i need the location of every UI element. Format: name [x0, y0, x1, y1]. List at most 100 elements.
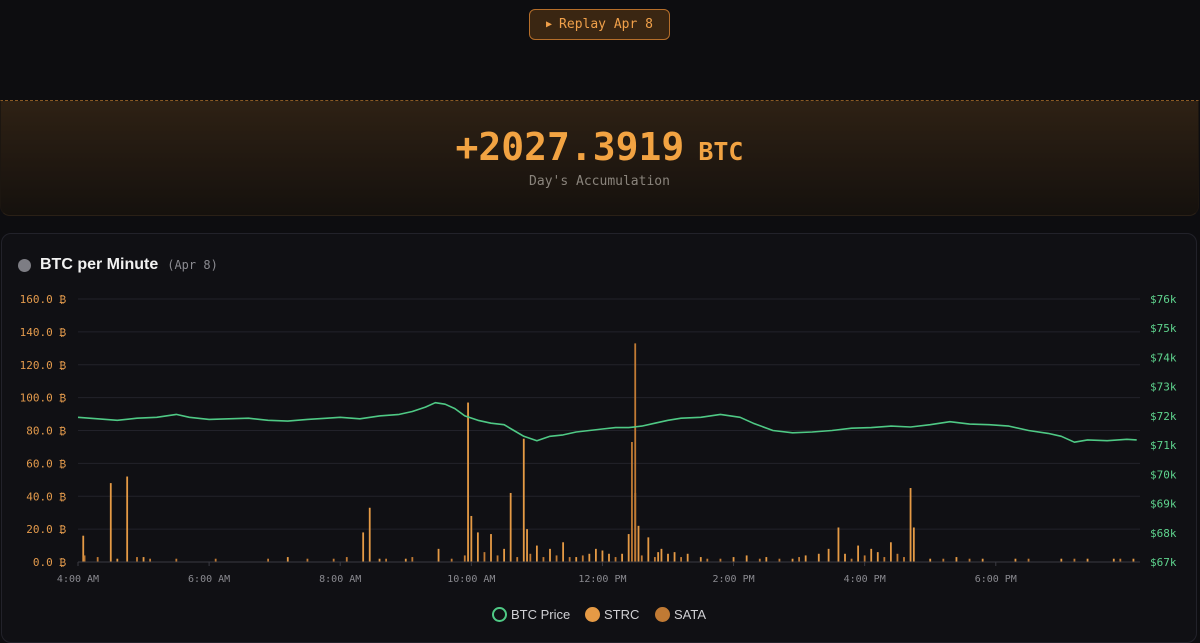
y-left-tick-label: 80.0 ₿	[26, 425, 66, 438]
legend-item-strc[interactable]: STRC	[585, 607, 639, 622]
bar-sata	[267, 558, 270, 562]
legend-swatch-price-icon	[492, 607, 507, 622]
bar-sata	[719, 558, 722, 562]
bar-sata	[306, 558, 309, 562]
chart-header: BTC per Minute (Apr 8)	[18, 256, 218, 274]
bar-sata	[778, 558, 781, 562]
bar-sata	[483, 552, 486, 562]
bar-strc	[378, 558, 381, 562]
bar-strc	[817, 553, 820, 562]
bar-strc	[637, 525, 640, 562]
bar-sata	[896, 553, 899, 562]
x-tick-label: 12:00 PM	[578, 574, 626, 585]
bar-sata	[640, 555, 643, 562]
y-right-tick-label: $72k	[1150, 410, 1177, 423]
bar-sata	[706, 558, 709, 562]
y-right-tick-label: $75k	[1150, 322, 1177, 335]
bar-strc	[876, 552, 879, 562]
bar-strc	[588, 553, 591, 562]
bar-strc	[368, 507, 371, 562]
replay-button[interactable]: ▶ Replay Apr 8	[529, 9, 670, 40]
accumulation-unit: BTC	[698, 137, 744, 166]
bar-strc	[126, 476, 129, 562]
bar-strc	[467, 402, 469, 562]
bar-sata	[653, 557, 656, 562]
bar-sata	[568, 557, 571, 562]
bar-strc	[526, 529, 528, 562]
chart-date: (Apr 8)	[167, 258, 218, 272]
chart-panel	[1, 233, 1197, 643]
bar-strc	[1132, 558, 1135, 562]
bar-strc	[594, 548, 597, 562]
bar-strc	[362, 532, 365, 562]
bar-sata	[542, 557, 545, 562]
bar-sata	[798, 557, 801, 562]
bar-sata	[634, 343, 637, 562]
bar-sata	[345, 557, 348, 562]
bar-strc	[673, 552, 676, 562]
bar-strc	[82, 535, 85, 562]
bar-sata	[385, 558, 388, 562]
bar-strc	[844, 553, 846, 562]
bar-strc	[686, 553, 689, 562]
y-left-tick-label: 20.0 ₿	[26, 523, 66, 536]
bar-sata	[863, 555, 866, 562]
y-left-tick-label: 60.0 ₿	[26, 457, 66, 470]
bar-strc	[765, 557, 768, 562]
accumulation-card: +2027.3919 BTC Day's Accumulation	[0, 100, 1199, 216]
bar-strc	[608, 553, 610, 562]
bar-strc	[1060, 558, 1063, 562]
y-right-tick-label: $69k	[1150, 498, 1177, 511]
bar-sata	[1027, 558, 1030, 562]
bar-sata	[850, 558, 853, 562]
y-left-tick-label: 40.0 ₿	[26, 490, 66, 503]
bar-strc	[745, 555, 748, 562]
x-tick-label: 6:00 PM	[975, 574, 1017, 585]
bar-sata	[968, 558, 971, 562]
bar-sata	[1073, 558, 1076, 562]
bar-sata	[581, 555, 584, 562]
bar-sata	[942, 558, 945, 562]
y-left-tick-label: 120.0 ₿	[20, 359, 67, 372]
bar-strc	[404, 558, 407, 562]
bar-sata	[758, 558, 761, 562]
bar-strc	[470, 515, 473, 562]
bar-sata	[555, 555, 558, 562]
legend-item-sata[interactable]: SATA	[655, 607, 706, 622]
y-left-tick-label: 0.0 ₿	[33, 556, 66, 569]
legend-item-btc-price[interactable]: BTC Price	[492, 607, 570, 622]
x-tick-label: 10:00 AM	[447, 574, 495, 585]
legend-swatch-sata-icon	[655, 607, 670, 622]
bar-sata	[149, 558, 152, 562]
status-dot-icon	[18, 258, 31, 272]
bar-strc	[562, 542, 565, 562]
bar-sata	[883, 557, 886, 562]
y-left-tick-label: 100.0 ₿	[20, 392, 67, 405]
y-right-tick-label: $74k	[1150, 351, 1177, 364]
x-tick-label: 6:00 AM	[188, 574, 230, 585]
bar-strc	[509, 492, 512, 562]
bar-strc	[827, 548, 830, 562]
bar-strc	[955, 557, 958, 562]
chart-title: BTC per Minute	[40, 256, 159, 273]
bar-strc	[1086, 558, 1089, 562]
bar-sata	[96, 557, 99, 562]
bar-strc	[1112, 558, 1115, 562]
bar-strc	[929, 558, 932, 562]
x-tick-label: 2:00 PM	[712, 574, 754, 585]
bar-sata	[136, 557, 138, 562]
bar-strc	[621, 553, 624, 562]
bar-strc	[909, 488, 912, 562]
bar-sata	[83, 555, 86, 562]
x-tick-label: 4:00 AM	[57, 574, 99, 585]
bar-strc	[522, 438, 525, 562]
bar-sata	[516, 557, 519, 562]
bar-strc	[657, 552, 660, 562]
bar-strc	[889, 542, 892, 562]
bar-strc	[286, 557, 289, 562]
y-right-tick-label: $73k	[1150, 381, 1177, 394]
bar-sata	[411, 557, 414, 562]
bar-sata	[1119, 558, 1122, 562]
bar-sata	[903, 557, 905, 562]
bar-sata	[496, 555, 499, 562]
